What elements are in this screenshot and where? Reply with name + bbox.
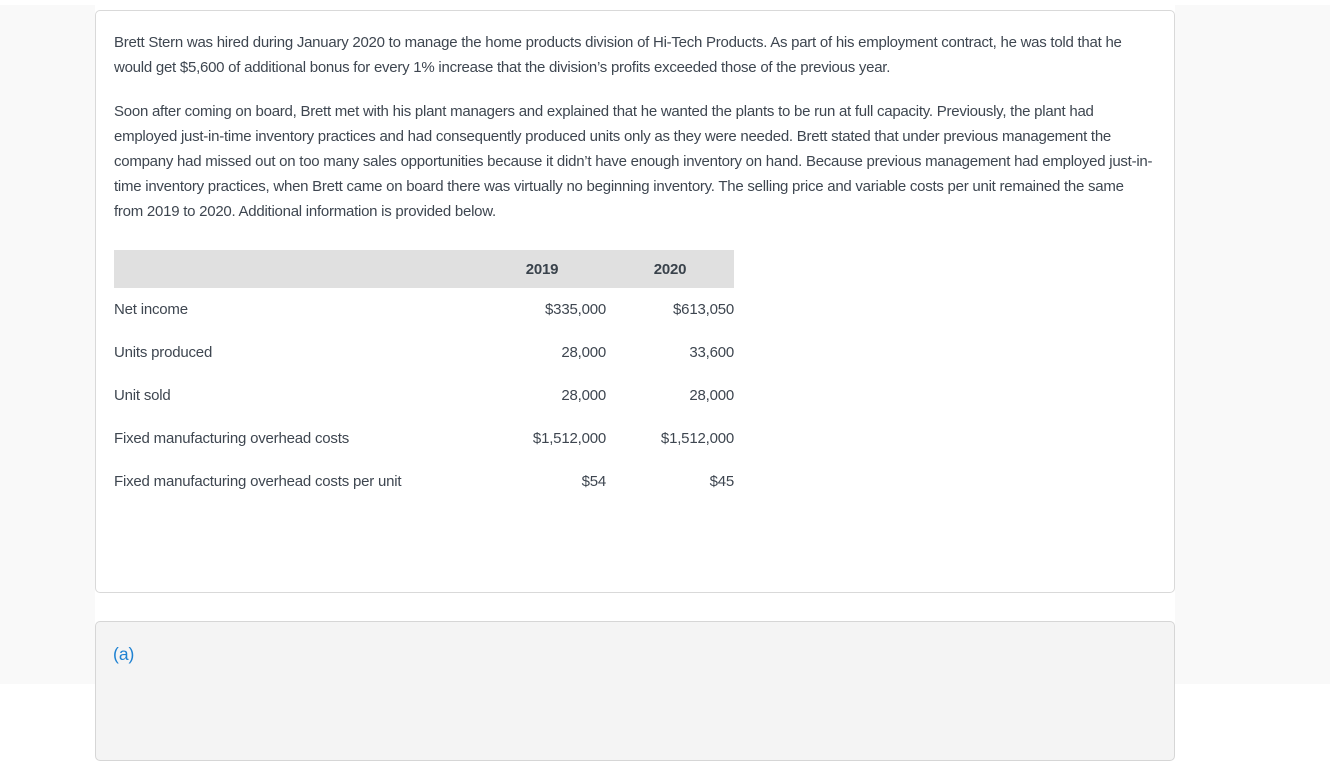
question-paragraph-2: Soon after coming on board, Brett met wi…	[114, 103, 1153, 220]
row-label-cell: Fixed manufacturing overhead costs	[114, 430, 349, 447]
value-2020-cell: $1,512,000	[660, 430, 734, 447]
table-row: Fixed manufacturing overhead costs $1,512…	[114, 417, 734, 460]
value-2020-cell: 33,600	[689, 344, 734, 361]
row-label-cell: Units produced	[114, 344, 213, 361]
financial-data-table: 2019 2020 Net income $335,000 $613,050 Unit…	[114, 250, 734, 503]
value-2019-cell: $1,512,000	[532, 430, 606, 447]
answer-section-card: (a)	[95, 621, 1175, 761]
header-year-2020: 2020	[606, 250, 734, 288]
table-header-row: 2019 2020	[114, 250, 734, 288]
row-label-cell: Unit sold	[114, 387, 171, 404]
value-2020-cell: $45	[709, 473, 735, 490]
row-label-cell: Net income	[114, 301, 188, 318]
table-header: 2019 2020	[114, 250, 734, 288]
value-2020-cell: 28,000	[689, 387, 734, 404]
question-card: Brett Stern was hired during January 202…	[95, 10, 1175, 593]
table-row: Unit sold 28,000 28,000	[114, 374, 734, 417]
table-row: Net income $335,000 $613,050	[114, 288, 734, 331]
question-paragraph-1: Brett Stern was hired during January 202…	[114, 34, 1122, 76]
value-2020-cell: $613,050	[673, 301, 734, 318]
table-row: Units produced 28,000 33,600	[114, 331, 734, 374]
row-label-cell: Fixed manufacturing overhead costs per u…	[114, 473, 402, 490]
value-2019-cell: 28,000	[561, 387, 606, 404]
table-row: Fixed manufacturing overhead costs per u…	[114, 460, 734, 503]
value-2019-cell: 28,000	[561, 344, 606, 361]
data-table-body: Net income $335,000 $613,050 Units produced…	[114, 288, 734, 503]
content-column: Brett Stern was hired during January 202…	[95, 5, 1175, 761]
value-2019-cell: $54	[581, 473, 607, 490]
value-2019-cell: $335,000	[545, 301, 606, 318]
header-year-2019: 2019	[478, 250, 606, 288]
header-empty-cell	[114, 250, 478, 288]
part-a-label: (a)	[113, 644, 135, 664]
